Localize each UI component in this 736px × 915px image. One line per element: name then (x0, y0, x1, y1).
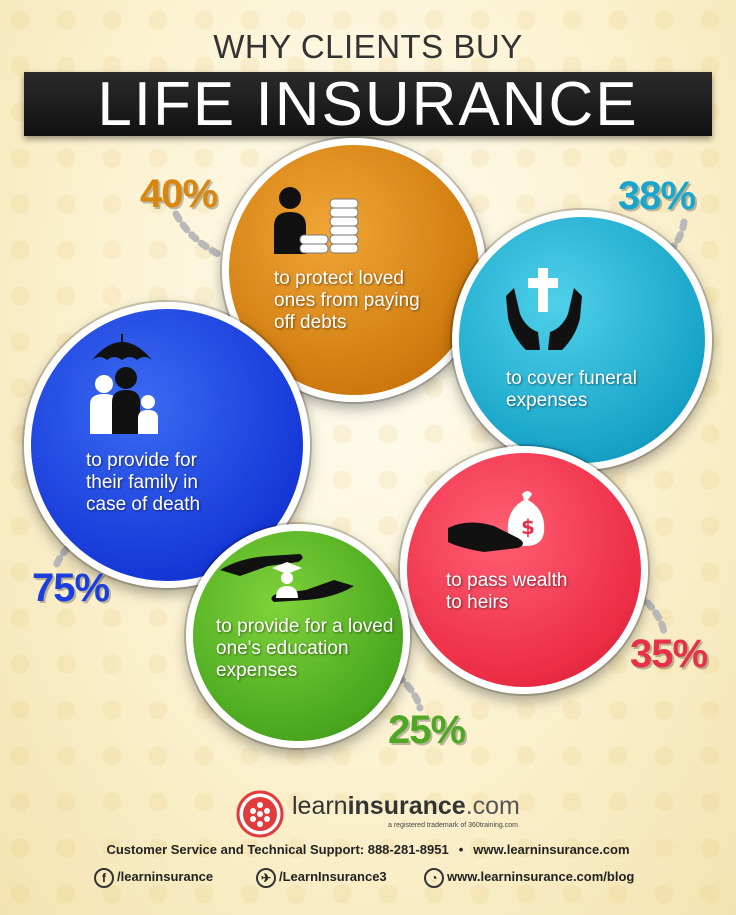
hands-holding-cross-icon (506, 268, 582, 350)
brand-wordmark[interactable]: learninsurance.com (292, 792, 520, 821)
reason-text-debts: to protect loved ones from paying off de… (274, 268, 420, 334)
hand-with-money-bag-icon: $ (448, 491, 545, 552)
separator: • (458, 842, 464, 857)
rss-icon: ◔ (424, 867, 444, 888)
percent-wealth: 35% (630, 632, 708, 676)
reason-text-education: to provide for a loved one's education e… (216, 616, 393, 682)
reason-text-line: expenses (216, 660, 298, 681)
reason-text-wealth: to pass wealth to heirs (446, 570, 567, 614)
reason-text-line: expenses (506, 390, 588, 411)
percent-education: 25% (388, 708, 466, 752)
connector-education (394, 672, 424, 712)
percent-debts: 40% (140, 172, 218, 216)
reason-text-family: to provide for their family in case of d… (86, 450, 200, 516)
reason-text-line: to cover funeral (506, 368, 637, 389)
reason-text-line: ones from paying (274, 290, 420, 311)
person-with-coins-icon (274, 187, 359, 254)
reason-circle-funeral (452, 210, 712, 470)
title-banner (24, 72, 712, 136)
reason-text-line: one's education (216, 638, 349, 659)
support-phone: Customer Service and Technical Support: … (106, 842, 449, 857)
reason-text-line: to pass wealth (446, 570, 568, 591)
reason-text-line: to provide for a loved (216, 616, 394, 637)
facebook-handle: /learninsurance (117, 869, 214, 884)
page-title: LIFE INSURANCE (97, 70, 639, 139)
family-under-umbrella-icon (90, 334, 158, 434)
facebook-icon: f (94, 867, 114, 888)
reason-text-funeral: to cover funeral expenses (506, 368, 637, 412)
reason-text-line: to protect loved (274, 268, 404, 289)
blog-url: www.learninsurance.com/blog (447, 869, 635, 884)
connector-debts (172, 210, 226, 260)
trademark-note: a registered trademark of 360training.co… (388, 822, 518, 829)
reason-text-line: off debts (274, 312, 347, 333)
reason-text-line: case of death (86, 494, 201, 515)
hands-with-graduate-icon (220, 554, 354, 602)
twitter-icon: ✈ (256, 867, 276, 888)
page-subtitle: WHY CLIENTS BUY (213, 28, 523, 65)
brand-tld: .com (465, 792, 520, 820)
reason-text-line: to heirs (446, 592, 509, 613)
reason-circle-wealth (400, 446, 648, 694)
brand-insurance: insurance (347, 792, 466, 820)
support-line: Customer Service and Technical Support: … (0, 842, 736, 857)
reason-text-line: to provide for (86, 450, 197, 471)
twitter-handle: /LearnInsurance3 (279, 869, 387, 884)
facebook-link[interactable]: f/learninsurance (94, 866, 213, 888)
percent-funeral: 38% (618, 174, 696, 218)
reason-text-line: their family in (86, 472, 198, 493)
blog-link[interactable]: ◔ www.learninsurance.com/blog (424, 866, 634, 888)
website-link[interactable]: www.learninsurance.com (473, 842, 630, 857)
percent-family: 75% (32, 566, 110, 610)
learninsurance-logo-icon (236, 790, 284, 838)
twitter-link[interactable]: ✈/LearnInsurance3 (256, 866, 387, 888)
brand-learn: learn (292, 792, 348, 820)
svg-text:$: $ (521, 515, 535, 539)
